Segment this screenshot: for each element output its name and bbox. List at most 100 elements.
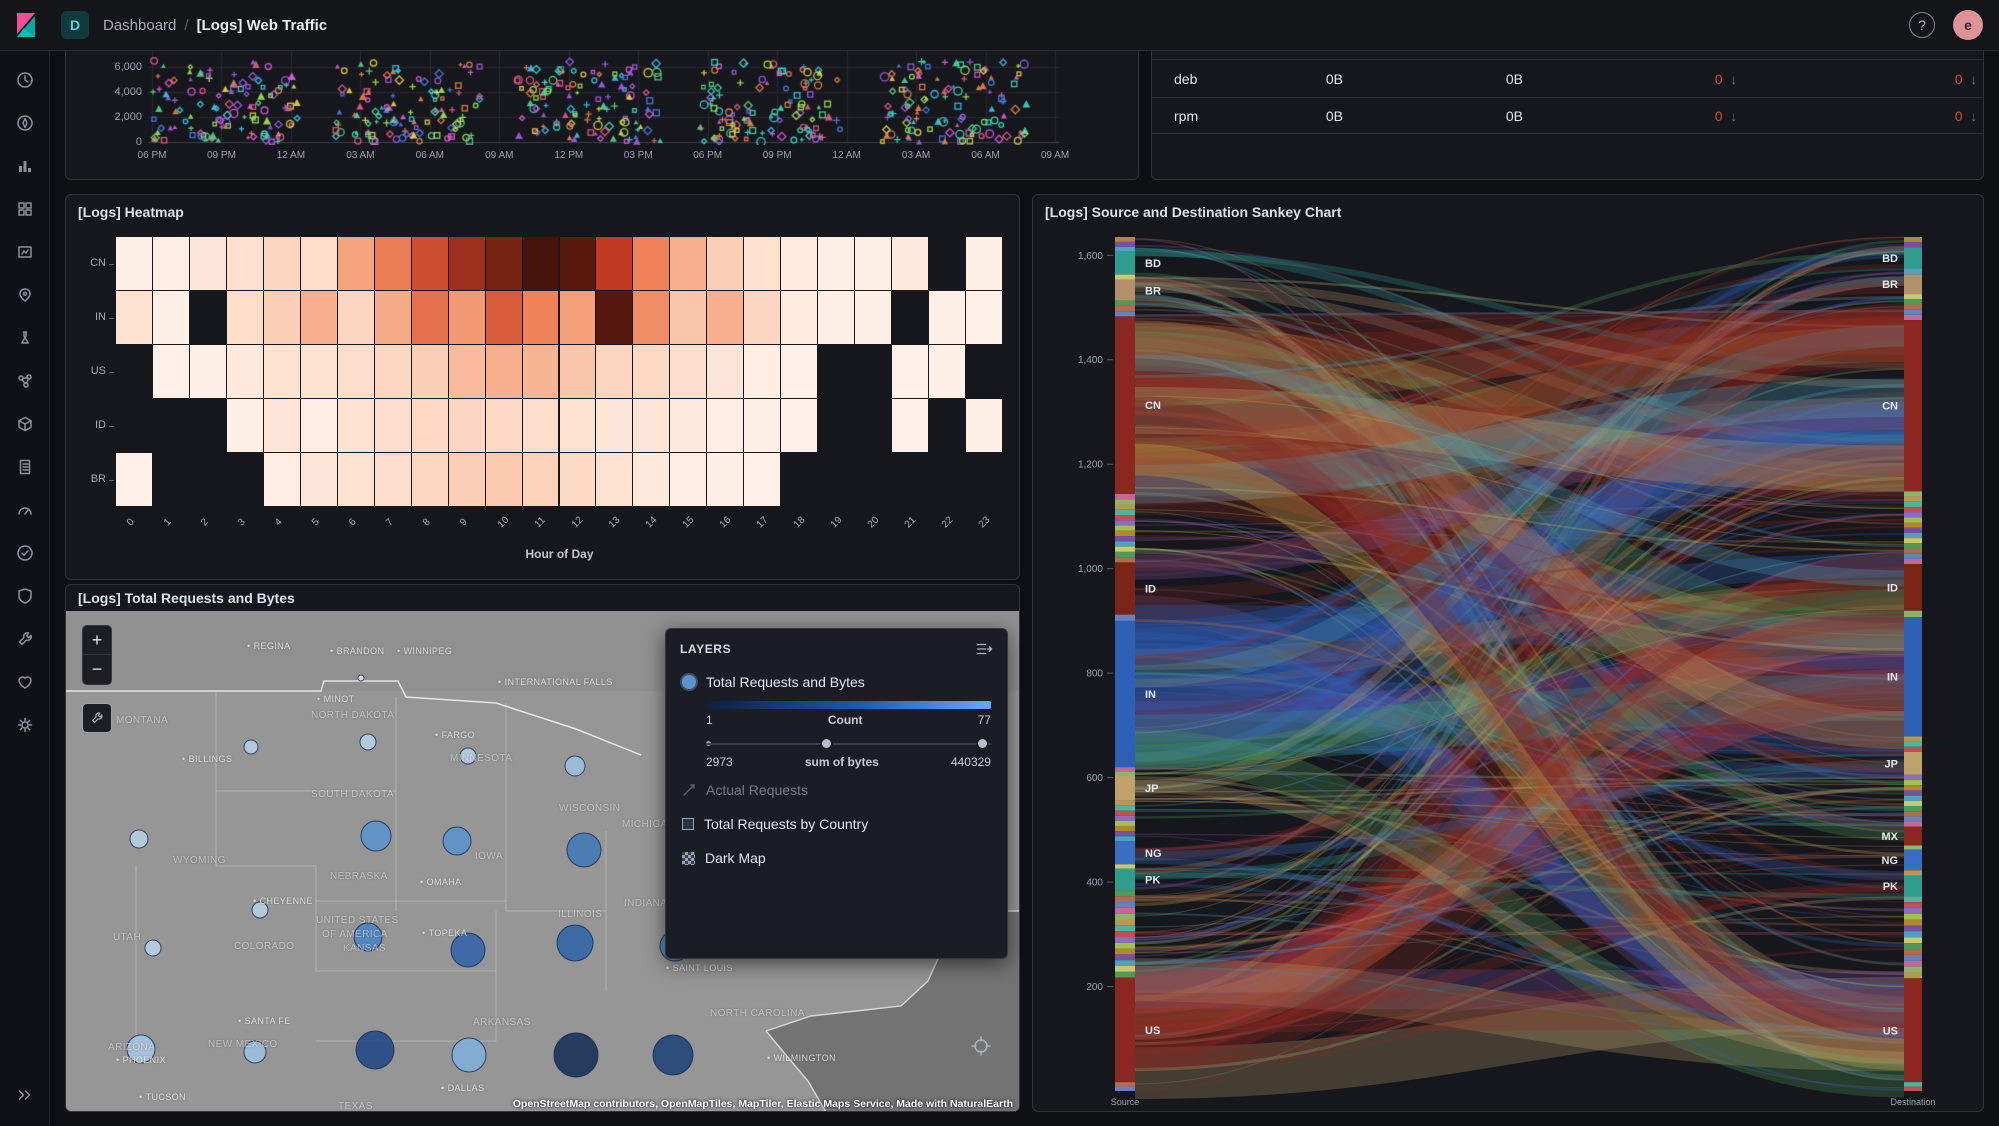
slider-handle-upper[interactable] xyxy=(976,737,989,750)
uptime-check-icon[interactable] xyxy=(8,536,42,570)
zoom-in-button[interactable]: + xyxy=(82,625,112,655)
heatmap-cell xyxy=(374,237,411,290)
layer-item-label: Dark Map xyxy=(705,850,766,866)
heatmap-cell xyxy=(670,345,707,398)
table-row[interactable]: deb 0B 0B 0 ↓ 0 ↓ xyxy=(1152,59,1983,97)
dev-tools-wrench-icon[interactable] xyxy=(8,622,42,656)
svg-text:BD: BD xyxy=(1882,253,1898,265)
scatter-ytick: 4,000 xyxy=(114,86,142,98)
heatmap-cell xyxy=(596,399,633,452)
recently-viewed-clock-icon[interactable] xyxy=(8,63,42,97)
zoom-out-button[interactable]: − xyxy=(82,655,112,685)
heatmap-cell xyxy=(559,453,596,506)
heatmap-col-label: 18 xyxy=(791,514,808,531)
ml-beaker-icon[interactable] xyxy=(8,321,42,355)
map-place-label: OF AMERICA xyxy=(322,929,388,940)
heatmap-row-tick xyxy=(109,372,114,373)
map-bubble xyxy=(353,922,383,952)
map-viewport[interactable]: • REGINA • BRANDON • WINNIPEG • INTERNATIONAL F… xyxy=(66,611,1019,1111)
svg-text:CN: CN xyxy=(1882,401,1898,413)
heatmap-cell xyxy=(744,291,781,344)
heatmap-cell xyxy=(374,453,411,506)
heatmap-col-label: 1 xyxy=(162,516,175,529)
visualize-bars-icon[interactable] xyxy=(8,149,42,183)
discover-compass-icon[interactable] xyxy=(8,106,42,140)
bytes-range-slider[interactable] xyxy=(706,735,991,753)
metrics-cube-icon[interactable] xyxy=(8,407,42,441)
layers-panel: LAYERS Total Requests and Bytes 1 Count … xyxy=(665,628,1008,959)
map-bubble xyxy=(556,924,594,962)
heatmap-cell xyxy=(966,237,1002,290)
siem-shield-icon[interactable] xyxy=(8,579,42,613)
kibana-logo[interactable] xyxy=(0,0,51,50)
heatmap-cell xyxy=(485,399,522,452)
heatmap-cell xyxy=(263,453,300,506)
map-place-label: • DALLAS xyxy=(441,1083,485,1093)
heatmap-cell xyxy=(374,399,411,452)
heatmap-cell xyxy=(633,453,670,506)
heatmap-cell xyxy=(966,399,1002,452)
heatmap-cell xyxy=(744,237,781,290)
heatmap-cell xyxy=(707,237,744,290)
apm-gauge-icon[interactable] xyxy=(8,493,42,527)
map-bubble xyxy=(553,1032,599,1078)
dashboard-grid-icon[interactable] xyxy=(8,192,42,226)
heatmap-cell xyxy=(781,399,818,452)
heatmap-cell xyxy=(929,345,966,398)
heatmap-cell xyxy=(781,237,818,290)
heatmap-cell xyxy=(374,291,411,344)
layer-item-requests-by-country[interactable]: Total Requests by Country xyxy=(680,807,993,841)
svg-text:800: 800 xyxy=(1086,669,1103,680)
monitoring-heart-icon[interactable] xyxy=(8,665,42,699)
heatmap-col-label: 22 xyxy=(939,514,955,531)
svg-text:PK: PK xyxy=(1145,874,1160,886)
svg-text:1,600: 1,600 xyxy=(1078,251,1103,262)
heatmap-cell xyxy=(448,291,485,344)
map-tools-button[interactable] xyxy=(82,703,112,733)
kibana-logo-icon xyxy=(16,13,35,37)
panel-unique-visitors-scatter: 6,000 4,000 2,000 0 06 PM 09 PM 12 AM 03 AM… xyxy=(65,31,1139,180)
layer-item-total-requests[interactable]: Total Requests and Bytes xyxy=(680,665,993,699)
down-arrow-icon: ↓ xyxy=(1730,71,1738,87)
map-place-label: • TUCSON xyxy=(139,1092,186,1102)
slider-handle-lower[interactable] xyxy=(820,737,833,750)
breadcrumb-dashboard[interactable]: Dashboard xyxy=(103,16,177,34)
canvas-frame-icon[interactable] xyxy=(8,235,42,269)
heatmap-cell xyxy=(559,237,596,290)
heatmap-cell xyxy=(226,345,263,398)
heatmap-col-label: 4 xyxy=(273,516,285,529)
collapse-chevrons-icon[interactable] xyxy=(8,1078,42,1112)
map-place-label: • WILMINGTON xyxy=(767,1053,836,1063)
layer-item-actual-requests[interactable]: Actual Requests xyxy=(680,773,993,807)
map-place-label: • PHOENIX xyxy=(116,1055,166,1065)
logs-document-icon[interactable] xyxy=(8,450,42,484)
heatmap-cell xyxy=(781,345,818,398)
heatmap-cell xyxy=(485,453,522,506)
heatmap-row-label: BR xyxy=(90,473,106,485)
heatmap-cell xyxy=(448,345,485,398)
layer-item-dark-map[interactable]: Dark Map xyxy=(680,841,993,875)
heatmap-cell xyxy=(411,291,448,344)
graph-nodes-icon[interactable] xyxy=(8,364,42,398)
map-locate-button[interactable] xyxy=(965,1030,997,1062)
management-gear-icon[interactable] xyxy=(8,708,42,742)
table-cell-count: 0 ↓ xyxy=(1954,107,1977,124)
map-bubble xyxy=(126,1034,156,1064)
map-place-label: MINNESOTA xyxy=(450,753,513,764)
heatmap-cell xyxy=(337,237,374,290)
heatmap-cell xyxy=(116,453,152,506)
table-row[interactable]: rpm 0B 0B 0 ↓ 0 ↓ xyxy=(1152,97,1983,133)
collapse-layers-icon[interactable] xyxy=(975,641,993,657)
heatmap-col-label: 14 xyxy=(643,514,660,531)
map-place-label: • FARGO xyxy=(435,730,476,740)
maps-pin-icon[interactable] xyxy=(8,278,42,312)
avatar[interactable]: e xyxy=(1953,10,1983,40)
heatmap-cell xyxy=(448,453,485,506)
heatmap-cell xyxy=(226,237,263,290)
help-icon[interactable]: ? xyxy=(1909,12,1935,38)
heatmap-cell xyxy=(116,237,152,290)
heatmap-cell xyxy=(855,237,892,290)
map-bubble xyxy=(355,1030,395,1070)
map-place-label: • INTERNATIONAL FALLS xyxy=(498,677,613,687)
space-badge[interactable]: D xyxy=(61,11,89,39)
